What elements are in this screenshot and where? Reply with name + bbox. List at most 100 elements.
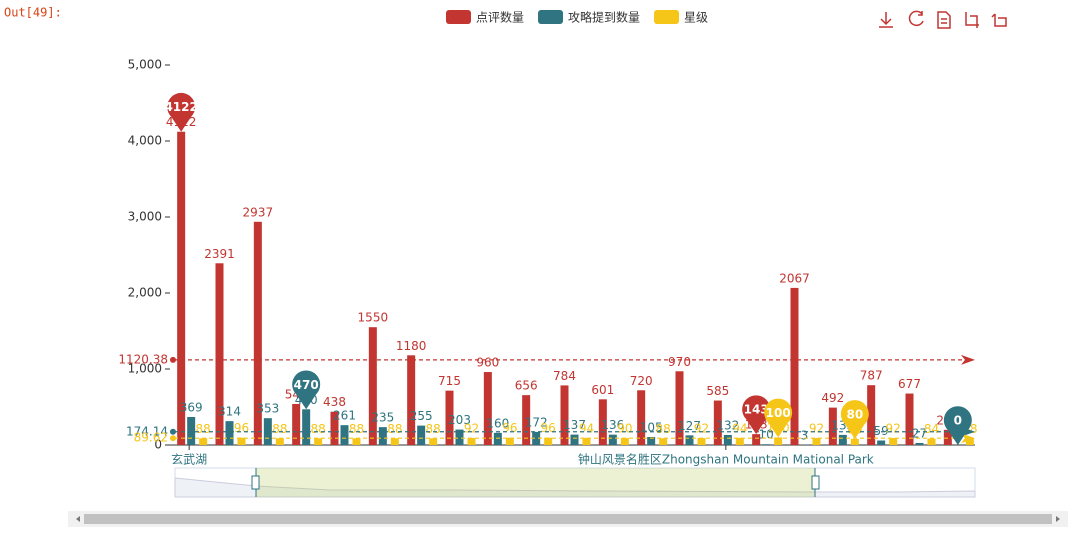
mark-pin-label: 0 (954, 414, 962, 428)
bar (621, 438, 629, 445)
value-label: 656 (515, 379, 538, 393)
zoom-handle[interactable] (812, 476, 819, 489)
value-label: 96 (234, 421, 249, 435)
bar (676, 371, 684, 445)
bar (851, 439, 859, 445)
value-label: 970 (668, 355, 691, 369)
value-label: 492 (821, 391, 844, 405)
bar (544, 438, 552, 445)
value-label: 92 (809, 422, 824, 436)
restore-icon[interactable] (910, 11, 923, 25)
average-dot (170, 357, 176, 363)
zoom-window[interactable] (256, 468, 815, 497)
average-label: 89.62 (134, 431, 168, 445)
x-tick-label: 玄武湖 (171, 452, 207, 467)
value-label: 96 (541, 421, 556, 435)
value-label: 438 (323, 395, 346, 409)
bar (429, 438, 437, 445)
value-label: 784 (553, 369, 576, 383)
value-label: 90 (617, 422, 632, 436)
bar (187, 417, 195, 445)
value-label: 88 (311, 422, 326, 436)
bar (561, 385, 569, 445)
legend-swatch (538, 10, 563, 24)
bar (177, 132, 185, 445)
value-label: 2391 (204, 247, 235, 261)
value-label: 88 (196, 422, 211, 436)
bar (484, 372, 492, 445)
bar (686, 435, 694, 445)
value-label: 88 (272, 422, 287, 436)
value-label: 2067 (779, 271, 810, 285)
value-label: 715 (438, 374, 461, 388)
data-view-icon[interactable] (938, 12, 950, 28)
bar (353, 438, 361, 445)
bar (889, 438, 897, 445)
value-label: 787 (860, 369, 883, 383)
bar (609, 435, 617, 445)
value-label: 2937 (243, 205, 274, 219)
value-label: 585 (706, 384, 729, 398)
bar (417, 426, 425, 445)
bar (391, 438, 399, 445)
bar (637, 390, 645, 445)
bar (276, 438, 284, 445)
save-icon[interactable] (879, 12, 893, 27)
bar (928, 439, 936, 445)
bar (302, 409, 310, 445)
bar (369, 327, 377, 445)
zoom-icon[interactable] (966, 12, 979, 28)
value-label: 1550 (358, 311, 389, 325)
bar (916, 443, 924, 445)
zoom-reset-icon[interactable] (992, 14, 1006, 26)
bar (199, 438, 207, 445)
value-label: 88 (387, 422, 402, 436)
value-label: 88 (656, 422, 671, 436)
value-label: 369 (180, 400, 203, 414)
value-label: 92 (464, 422, 479, 436)
y-tick-label: 5,000 (128, 58, 162, 72)
prompt: Out[49]: (4, 6, 62, 20)
bar (791, 288, 799, 445)
bar (468, 438, 476, 445)
bar (724, 435, 732, 445)
value-label: 1180 (396, 339, 427, 353)
toolbox[interactable] (879, 11, 1006, 28)
legend-label: 攻略提到数量 (568, 10, 640, 25)
bar (762, 444, 770, 445)
value-label: 96 (502, 421, 517, 435)
scrollbar[interactable] (68, 511, 1068, 527)
scroll-thumb[interactable] (84, 514, 1052, 524)
legend-label: 星级 (684, 11, 708, 25)
average-dot (170, 435, 176, 441)
bar (839, 435, 847, 445)
value-label: 677 (898, 377, 921, 391)
value-label: 88 (349, 422, 364, 436)
mark-pin-label: 4122 (164, 100, 197, 114)
value-label: 601 (591, 383, 614, 397)
y-tick-label: 4,000 (128, 134, 162, 148)
bar (494, 433, 502, 445)
y-tick-label: 3,000 (128, 210, 162, 224)
value-label: 84 (924, 422, 939, 436)
value-label: 261 (333, 409, 356, 423)
value-label: 960 (476, 356, 499, 370)
zoom-handle[interactable] (252, 476, 259, 489)
bar (226, 421, 234, 445)
mark-pin-label: 100 (766, 406, 791, 420)
value-label: 3 (801, 428, 809, 442)
x-tick-label: 钟山风景名胜区Zhongshan Mountain Mational Park (578, 452, 874, 467)
value-label: 94 (732, 421, 747, 435)
bar (379, 427, 387, 445)
value-label: 88 (426, 422, 441, 436)
bar (583, 438, 591, 445)
value-label: 94 (579, 421, 594, 435)
average-dot (170, 429, 176, 435)
value-label: 314 (218, 405, 241, 419)
bar (813, 438, 821, 445)
bar (659, 438, 667, 445)
bar (238, 438, 246, 445)
data-zoom[interactable] (175, 468, 975, 497)
bar (314, 438, 322, 445)
